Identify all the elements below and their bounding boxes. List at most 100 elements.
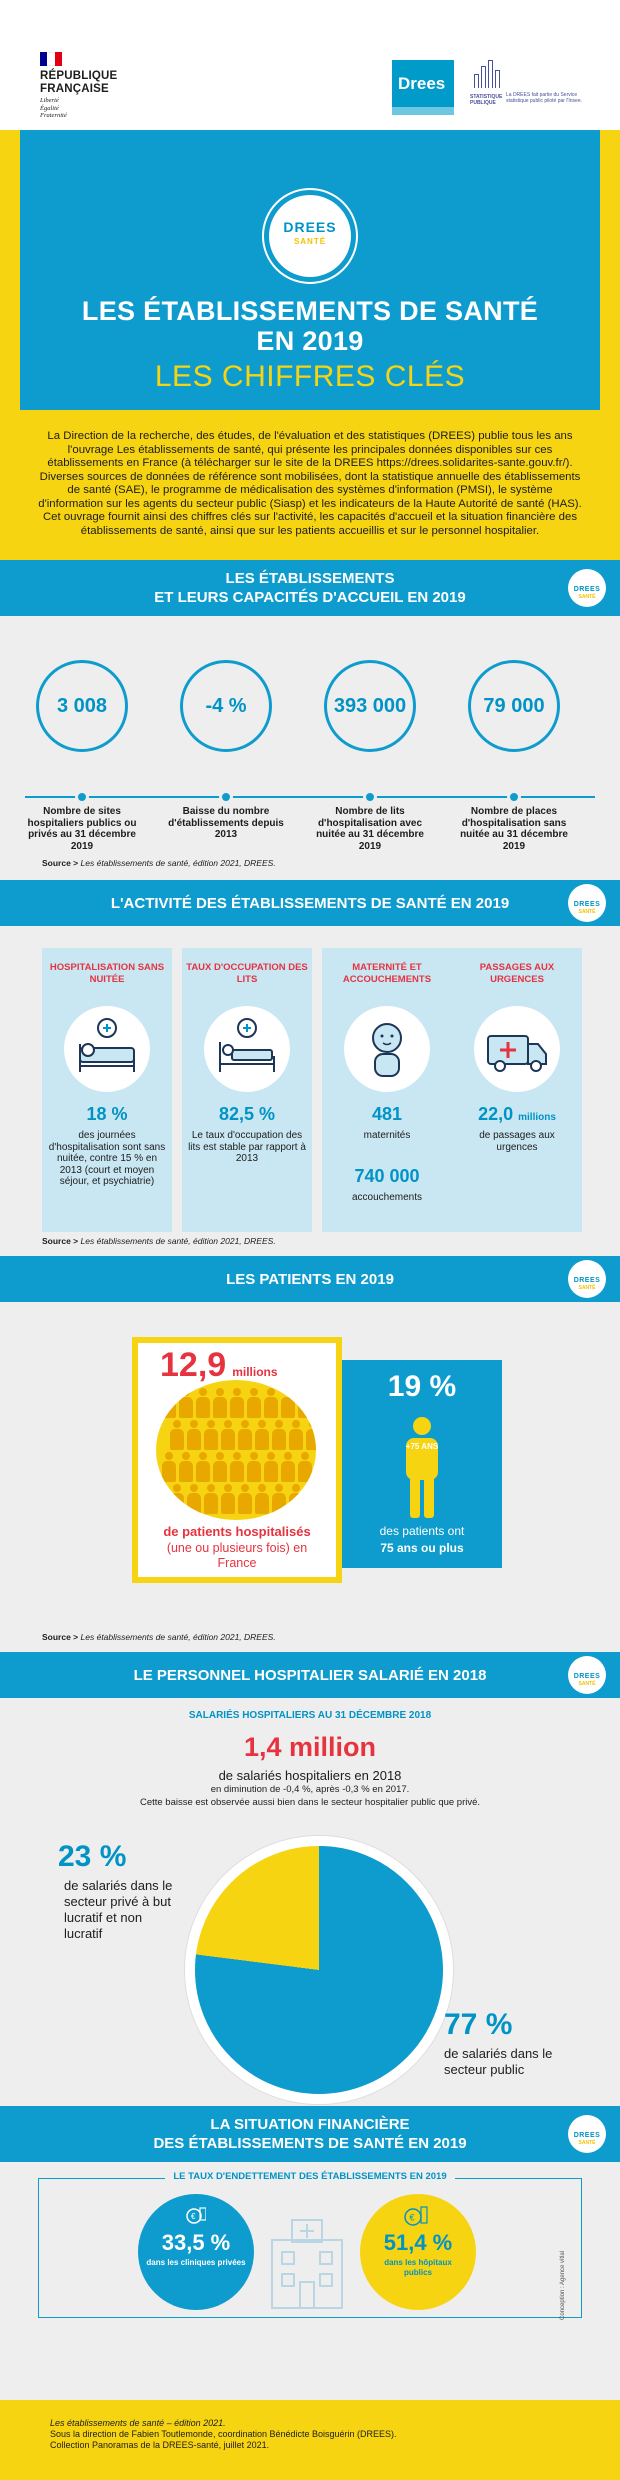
- footer-line2: Sous la direction de Fabien Toutlemonde,…: [50, 2429, 397, 2439]
- drees-sante-small-badge: DREES SANTÉ: [568, 2115, 606, 2153]
- hospital-bed-icon: [204, 1006, 290, 1092]
- person-icon: [306, 1420, 316, 1450]
- person-icon: [289, 1484, 303, 1514]
- small-badge-drees: DREES: [573, 901, 601, 908]
- private-pie-text: de salariés dans le secteur privé à but …: [64, 1878, 173, 1941]
- devise: Liberté Égalité Fraternité: [40, 97, 67, 120]
- person-icon: [204, 1484, 218, 1514]
- source-label: Source >: [42, 1236, 79, 1246]
- timeline-line: [25, 796, 595, 798]
- stat-circle-baisse: -4 %: [180, 660, 272, 752]
- person-icon: [264, 1388, 278, 1418]
- small-badge-sante: SANTÉ: [578, 1681, 596, 1687]
- intro-box: La Direction de la recherche, des études…: [0, 410, 620, 560]
- panel-text: Le taux d'occupation des lits est stable…: [188, 1130, 306, 1164]
- stat-value: -4 %: [205, 695, 247, 717]
- hospital-bed-patient-icon: [64, 1006, 150, 1092]
- salaries-line2: en diminution de -0,4 %, après -0,3 % en…: [210, 1784, 410, 1795]
- republique-line: RÉPUBLIQUE: [40, 70, 118, 82]
- small-badge-drees: DREES: [573, 586, 601, 593]
- person-icon: [298, 1388, 312, 1418]
- timeline-dot: [219, 790, 233, 804]
- patients-value-unit: millions: [232, 1365, 278, 1379]
- elderly-caption-bold: 75 ans ou plus: [380, 1541, 464, 1555]
- person-icon: [170, 1484, 184, 1514]
- small-badge-drees: DREES: [573, 1277, 601, 1284]
- design-credit: Conception : Agence vitlal: [560, 2250, 566, 2320]
- salaries-line3: Cette baisse est observée aussi bien dan…: [139, 1797, 481, 1808]
- footer-text: Les établissements de santé – édition 20…: [50, 2418, 397, 2451]
- person-icon: [272, 1484, 286, 1514]
- section1-header: LES ÉTABLISSEMENTS ET LEURS CAPACITÉS D'…: [0, 560, 620, 616]
- panel-value-unit: millions: [518, 1112, 556, 1123]
- section4-header: LE PERSONNEL HOSPITALIER SALARIÉ EN 2018…: [0, 1652, 620, 1698]
- salaries-pie-chart: [185, 1836, 453, 2104]
- person-icon: [196, 1452, 210, 1482]
- hero-title-line1: LES ÉTABLISSEMENTS DE SANTÉ: [81, 296, 539, 326]
- ssp-line2: PUBLIQUE: [470, 100, 496, 106]
- public-pie-value: 77 %: [444, 2008, 513, 2041]
- public-pie-text: de salariés dans le secteur public: [444, 2046, 553, 2077]
- marianne-logo-icon: [40, 52, 62, 66]
- stat-caption: Nombre de lits d'hospitalisation avec nu…: [316, 806, 424, 852]
- debt-private-value: 33,5 %: [161, 2230, 231, 2255]
- small-badge-drees: DREES: [573, 1673, 601, 1680]
- stat-caption: Nombre de places d'hospitalisation sans …: [460, 806, 568, 852]
- crowd-icon: [156, 1380, 316, 1520]
- patients-caption-bold: de patients hospitalisés: [163, 1524, 311, 1539]
- person-icon: [221, 1420, 235, 1450]
- devise-fraternite: Fraternité: [40, 112, 67, 119]
- person-icon: [179, 1452, 193, 1482]
- stat-circle-places: 79 000: [468, 660, 560, 752]
- panel-value-number: 22,0: [478, 1104, 514, 1124]
- panel-title: MATERNITÉ ET ACCOUCHEMENTS: [342, 962, 432, 985]
- hero-subtitle: LES CHIFFRES CLÉS: [154, 360, 466, 393]
- ssp-description: La DREES fait partie du Service statisti…: [506, 92, 582, 104]
- panel-title: PASSAGES AUX URGENCES: [479, 962, 555, 985]
- section2-source: Source > Les établissements de santé, éd…: [42, 1236, 276, 1246]
- source-text: Les établissements de santé, édition 202…: [80, 1236, 276, 1246]
- hospital-building-icon: [262, 2210, 352, 2310]
- person-icon: [255, 1484, 269, 1514]
- section3-header: LES PATIENTS EN 2019 DREES SANTÉ: [0, 1256, 620, 1302]
- drees-logo-text: Drees: [398, 74, 446, 93]
- section3-source: Source > Les établissements de santé, éd…: [42, 1632, 276, 1642]
- section5-title-line2: DES ÉTABLISSEMENTS DE SANTÉ EN 2019: [153, 2135, 467, 2152]
- small-badge-sante: SANTÉ: [578, 1285, 596, 1291]
- section5-header: LA SITUATION FINANCIÈRE DES ÉTABLISSEMEN…: [0, 2106, 620, 2162]
- panel-urgences: PASSAGES AUX URGENCES 22,0 millions de p…: [452, 948, 582, 1232]
- debt-public-circle: [360, 2194, 476, 2310]
- section5-title-line1: LA SITUATION FINANCIÈRE: [210, 2116, 410, 2133]
- person-icon: [170, 1420, 184, 1450]
- statistique-publique-icon: [472, 58, 504, 88]
- private-pie-value: 23 %: [58, 1840, 127, 1873]
- intro-text: La Direction de la recherche, des études…: [38, 430, 582, 537]
- patients-caption: (une ou plusieurs fois) en France: [166, 1541, 308, 1570]
- debt-box-title-text: LE TAUX D'ENDETTEMENT DES ÉTABLISSEMENTS…: [165, 2171, 455, 2182]
- person-icon: [187, 1420, 201, 1450]
- stat-caption: Nombre de sites hospitaliers publics ou …: [27, 806, 137, 852]
- debt-private-text: dans les cliniques privées: [146, 2258, 246, 2267]
- person-icon: [247, 1452, 261, 1482]
- elderly-badge: +75 ANS: [405, 1442, 439, 1451]
- panel-text: des journées d'hospitalisation sont sans…: [48, 1130, 166, 1187]
- person-icon: [264, 1452, 278, 1482]
- person-icon: [196, 1388, 210, 1418]
- salaries-value: 1,4 million: [243, 1732, 377, 1762]
- coins-icon: €: [404, 2204, 428, 2226]
- person-icon: [213, 1452, 227, 1482]
- panel-text-2: accouchements: [351, 1192, 423, 1203]
- person-icon: [230, 1388, 244, 1418]
- drees-sante-small-badge: DREES SANTÉ: [568, 569, 606, 607]
- debt-box-title: LE TAUX D'ENDETTEMENT DES ÉTABLISSEMENTS…: [0, 2171, 620, 2182]
- section3-title: LES PATIENTS EN 2019: [226, 1271, 394, 1288]
- drees-logo: Drees: [392, 60, 454, 115]
- panel-maternite: MATERNITÉ ET ACCOUCHEMENTS 481 maternité…: [322, 948, 452, 1232]
- debt-public-value: 51,4 %: [383, 2230, 453, 2255]
- person-icon: [255, 1420, 269, 1450]
- panel-hospitalisation: HOSPITALISATION SANS NUITÉE 18 % des jou…: [42, 948, 172, 1232]
- stat-caption: Baisse du nombre d'établissements depuis…: [168, 806, 284, 840]
- person-icon: [230, 1452, 244, 1482]
- source-text: Les établissements de santé, édition 202…: [80, 1632, 276, 1642]
- section2-title: L'ACTIVITÉ DES ÉTABLISSEMENTS DE SANTÉ E…: [110, 895, 510, 912]
